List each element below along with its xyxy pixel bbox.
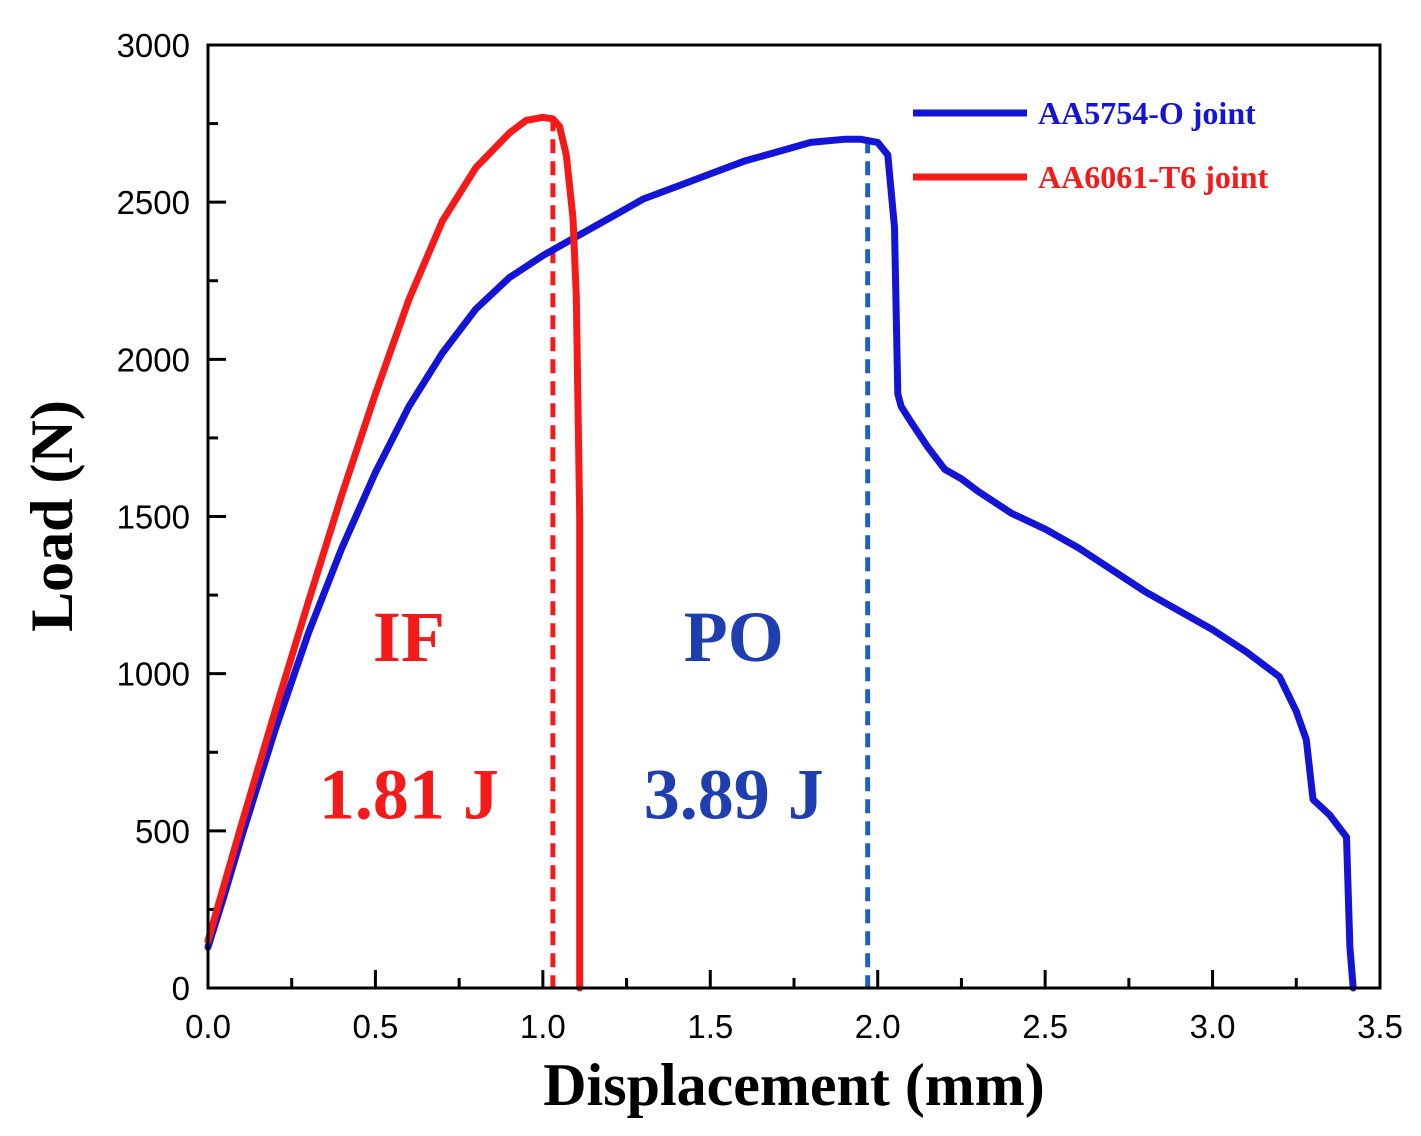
y-tick-label: 2000 xyxy=(117,341,190,378)
x-tick-label: 3.5 xyxy=(1357,1008,1403,1045)
series-lines xyxy=(204,113,1357,992)
x-tick-label: 0.0 xyxy=(185,1008,231,1045)
annotation-label: IF xyxy=(373,597,445,677)
y-tick-label: 1000 xyxy=(117,656,190,693)
annotation-label: 3.89 J xyxy=(644,754,824,834)
annotation-label: 1.81 J xyxy=(319,754,499,834)
x-tick-label: 2.5 xyxy=(1022,1008,1068,1045)
series-line-aa6061 xyxy=(204,113,584,992)
y-tick-label: 2500 xyxy=(117,184,190,221)
legend-label: AA6061-T6 joint xyxy=(1038,159,1269,195)
y-axis-title: Load (N) xyxy=(19,400,85,632)
legend: AA5754-O joint AA6061-T6 joint xyxy=(913,95,1269,195)
plot-frame xyxy=(206,43,1382,990)
legend-label: AA5754-O joint xyxy=(1038,95,1256,131)
y-tick-label: 0 xyxy=(172,970,190,1007)
x-tick-label: 1.5 xyxy=(687,1008,733,1045)
annotations: IF 1.81 J PO 3.89 J xyxy=(319,597,824,834)
annotation-label: PO xyxy=(684,597,784,677)
x-tick-label: 3.0 xyxy=(1190,1008,1236,1045)
y-tick-label: 1500 xyxy=(117,499,190,536)
y-tick-label: 500 xyxy=(135,813,190,850)
x-tick-label: 1.0 xyxy=(520,1008,566,1045)
series-line-aa5754 xyxy=(204,135,1357,992)
x-tick-label: 2.0 xyxy=(855,1008,901,1045)
axis-ticks xyxy=(206,43,1382,990)
y-tick-label: 3000 xyxy=(117,27,190,64)
tick-labels: 0.0 0.5 1.0 1.5 2.0 2.5 3.0 3.5 0 500 1000 1500 2000… xyxy=(117,27,1403,1045)
x-axis-title: Displacement (mm) xyxy=(543,1052,1045,1118)
drop-lines xyxy=(550,117,871,988)
x-tick-label: 0.5 xyxy=(352,1008,398,1045)
